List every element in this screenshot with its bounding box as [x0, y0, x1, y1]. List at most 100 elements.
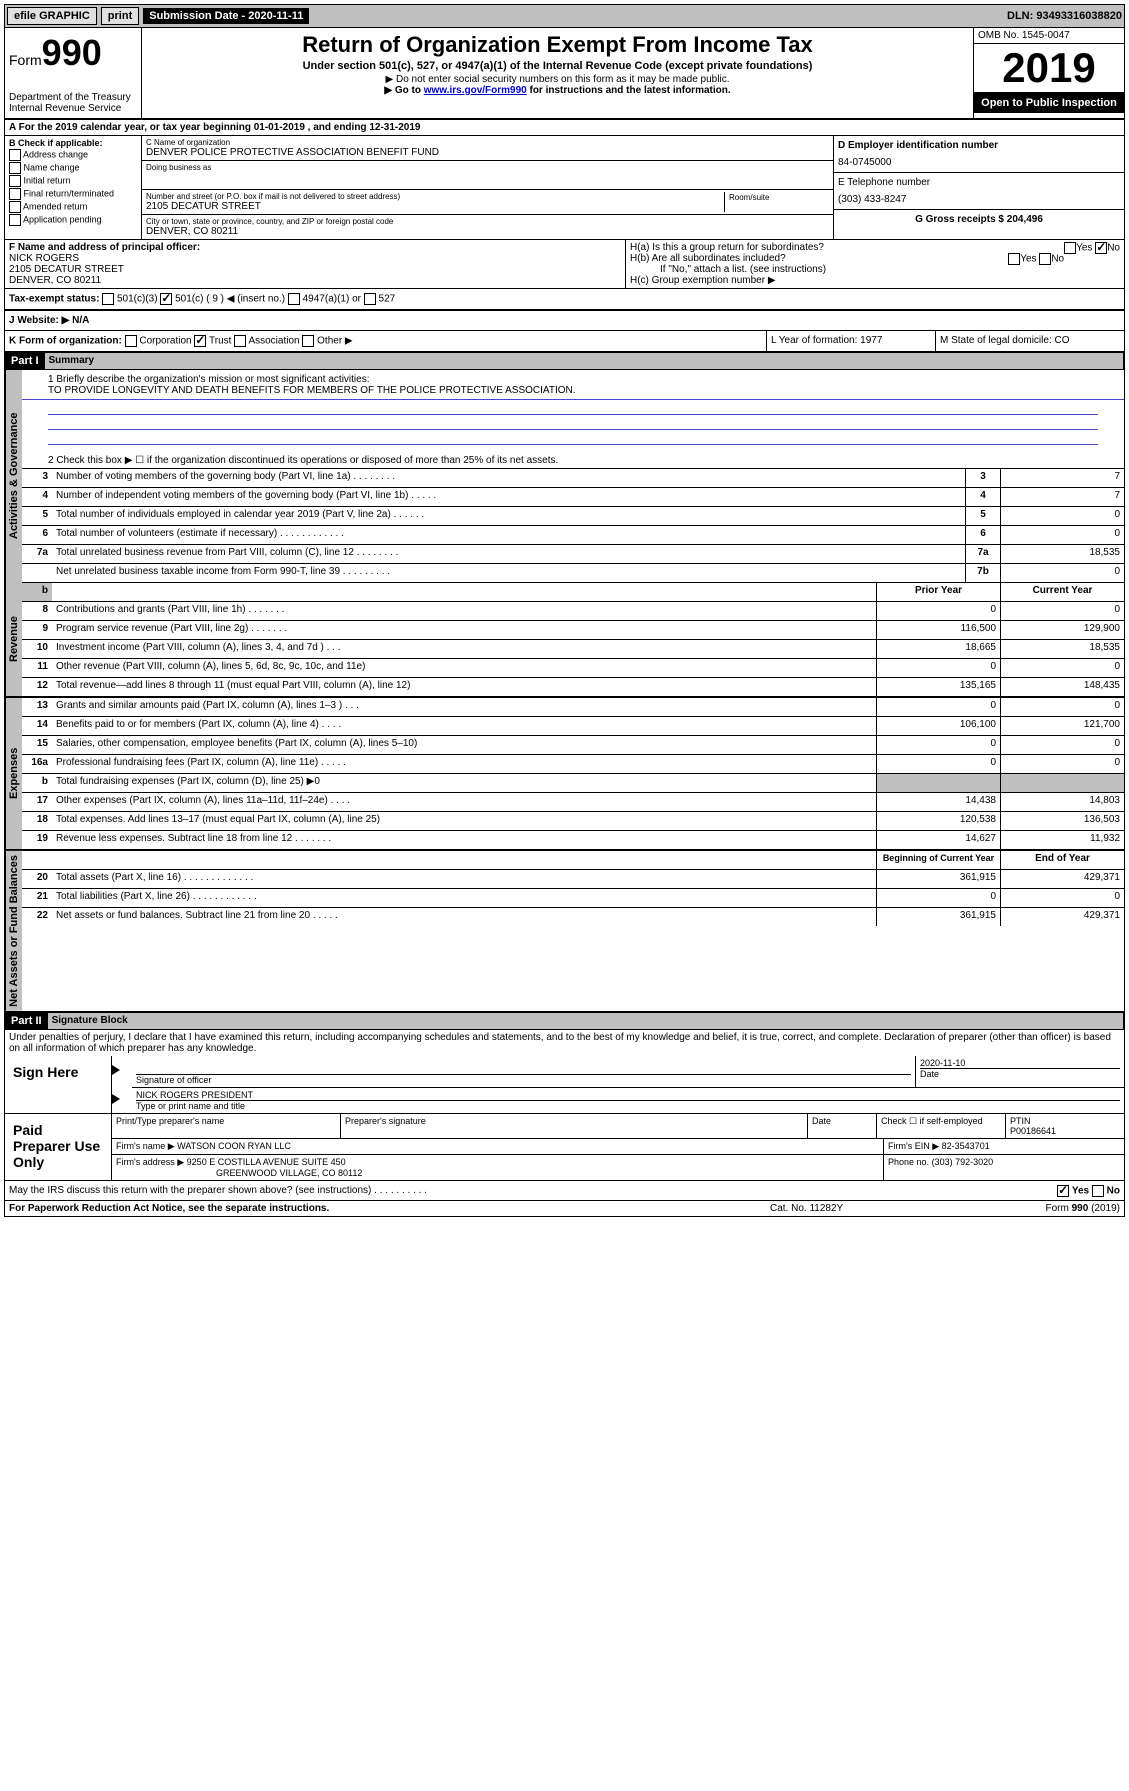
omb-number: OMB No. 1545-0047	[974, 28, 1124, 44]
table-row: 10 Investment income (Part VIII, column …	[22, 640, 1124, 659]
print-button[interactable]: print	[101, 7, 139, 25]
address-change-checkbox[interactable]	[9, 149, 21, 161]
tax-status-row: Tax-exempt status: 501(c)(3) 501(c) ( 9 …	[5, 289, 1124, 311]
firm-city: GREENWOOD VILLAGE, CO 80112	[116, 1168, 879, 1178]
table-row: 18 Total expenses. Add lines 13–17 (must…	[22, 812, 1124, 831]
form-container: efile GRAPHIC print Submission Date - 20…	[4, 4, 1125, 1217]
table-row: 13 Grants and similar amounts paid (Part…	[22, 698, 1124, 717]
sign-here-section: Sign Here Signature of officer 2020-11-1…	[5, 1056, 1124, 1114]
governance-label: Activities & Governance	[5, 370, 22, 582]
discuss-no-checkbox[interactable]	[1092, 1185, 1104, 1197]
discuss-yes-checkbox[interactable]	[1057, 1185, 1069, 1197]
firm-ein: 82-3543701	[942, 1141, 990, 1151]
table-row: 21 Total liabilities (Part X, line 26) .…	[22, 889, 1124, 908]
table-row: 8 Contributions and grants (Part VIII, l…	[22, 602, 1124, 621]
revenue-section: Revenue b Prior Year Current Year 8 Cont…	[5, 582, 1124, 698]
table-row: 17 Other expenses (Part IX, column (A), …	[22, 793, 1124, 812]
tax-year: 2019	[974, 44, 1124, 93]
sign-date: 2020-11-10	[920, 1058, 1120, 1068]
table-row: 19 Revenue less expenses. Subtract line …	[22, 831, 1124, 849]
note-2: ▶ Go to www.irs.gov/Form990 for instruct…	[146, 85, 969, 96]
website-row: J Website: ▶ N/A	[5, 311, 1124, 331]
phone: (303) 433-8247	[838, 194, 1120, 205]
501c-checkbox[interactable]	[160, 293, 172, 305]
other-checkbox[interactable]	[302, 335, 314, 347]
amended-return-checkbox[interactable]	[9, 201, 21, 213]
officer-name: NICK ROGERS	[9, 253, 621, 264]
assoc-checkbox[interactable]	[234, 335, 246, 347]
section-fh: F Name and address of principal officer:…	[5, 240, 1124, 289]
org-city: DENVER, CO 80211	[146, 226, 829, 237]
form-subtitle: Under section 501(c), 527, or 4947(a)(1)…	[146, 60, 969, 72]
expenses-section: Expenses 13 Grants and similar amounts p…	[5, 698, 1124, 851]
netassets-section: Net Assets or Fund Balances Beginning of…	[5, 851, 1124, 1013]
sign-here-label: Sign Here	[5, 1056, 112, 1113]
corp-checkbox[interactable]	[125, 335, 137, 347]
state-domicile: M State of legal domicile: CO	[935, 331, 1124, 351]
application-pending-checkbox[interactable]	[9, 214, 21, 226]
submission-date: Submission Date - 2020-11-11	[143, 8, 309, 24]
table-row: 3 Number of voting members of the govern…	[22, 468, 1124, 488]
revenue-label: Revenue	[5, 582, 22, 696]
year-formation: L Year of formation: 1977	[766, 331, 935, 351]
ein: 84-0745000	[838, 157, 1120, 168]
expenses-label: Expenses	[5, 698, 22, 849]
paperwork-notice: For Paperwork Reduction Act Notice, see …	[9, 1203, 770, 1214]
table-row: Net unrelated business taxable income fr…	[22, 564, 1124, 582]
row-a: A For the 2019 calendar year, or tax yea…	[5, 120, 1124, 136]
ha-no-checkbox[interactable]	[1095, 242, 1107, 254]
table-row: 14 Benefits paid to or for members (Part…	[22, 717, 1124, 736]
website-val: N/A	[72, 315, 89, 326]
gross-receipts: G Gross receipts $ 204,496	[838, 214, 1120, 225]
arrow-icon	[112, 1065, 120, 1075]
header-right: OMB No. 1545-0047 2019 Open to Public In…	[973, 28, 1124, 118]
header-left: Form990 Department of the Treasury Inter…	[5, 28, 142, 118]
header-center: Return of Organization Exempt From Incom…	[142, 28, 973, 118]
part1-header: Part I Summary	[5, 353, 1124, 370]
org-address: 2105 DECATUR STREET	[146, 201, 724, 212]
trust-checkbox[interactable]	[194, 335, 206, 347]
officer-print-name: NICK ROGERS PRESIDENT	[136, 1090, 1120, 1101]
netassets-label: Net Assets or Fund Balances	[5, 851, 22, 1011]
right-info: D Employer identification number 84-0745…	[833, 136, 1124, 239]
current-year-header: Current Year	[1000, 583, 1124, 601]
4947-checkbox[interactable]	[288, 293, 300, 305]
table-row: 6 Total number of volunteers (estimate i…	[22, 526, 1124, 545]
table-row: 5 Total number of individuals employed i…	[22, 507, 1124, 526]
dept-label: Department of the Treasury Internal Reve…	[9, 92, 137, 114]
header: Form990 Department of the Treasury Inter…	[5, 28, 1124, 120]
table-row: 20 Total assets (Part X, line 16) . . . …	[22, 870, 1124, 889]
paid-prep-label: Paid Preparer Use Only	[5, 1114, 112, 1180]
firm-phone: (303) 792-3020	[932, 1157, 994, 1167]
name-change-checkbox[interactable]	[9, 162, 21, 174]
governance-section: Activities & Governance 1 Briefly descri…	[5, 370, 1124, 582]
irs-link[interactable]: www.irs.gov/Form990	[424, 85, 527, 96]
table-row: 15 Salaries, other compensation, employe…	[22, 736, 1124, 755]
footer: For Paperwork Reduction Act Notice, see …	[5, 1200, 1124, 1216]
final-return-checkbox[interactable]	[9, 188, 21, 200]
hb-no-checkbox[interactable]	[1039, 253, 1051, 265]
end-header: End of Year	[1000, 851, 1124, 869]
501c3-checkbox[interactable]	[102, 293, 114, 305]
form-number: 990	[42, 32, 102, 73]
ha-yes-checkbox[interactable]	[1064, 242, 1076, 254]
hb-yes-checkbox[interactable]	[1008, 253, 1020, 265]
dln: DLN: 93493316038820	[1007, 10, 1122, 22]
table-row: 7a Total unrelated business revenue from…	[22, 545, 1124, 564]
org-name: DENVER POLICE PROTECTIVE ASSOCIATION BEN…	[146, 147, 829, 158]
efile-button[interactable]: efile GRAPHIC	[7, 7, 97, 25]
table-row: 16a Professional fundraising fees (Part …	[22, 755, 1124, 774]
table-row: 12 Total revenue—add lines 8 through 11 …	[22, 678, 1124, 696]
form-label: Form	[9, 52, 42, 68]
table-row: 9 Program service revenue (Part VIII, li…	[22, 621, 1124, 640]
527-checkbox[interactable]	[364, 293, 376, 305]
officer-addr: 2105 DECATUR STREET DENVER, CO 80211	[9, 264, 621, 286]
section-b: B Check if applicable: Address change Na…	[5, 136, 1124, 240]
prior-year-header: Prior Year	[876, 583, 1000, 601]
open-public: Open to Public Inspection	[974, 93, 1124, 113]
section-k: K Form of organization: Corporation Trus…	[5, 331, 1124, 353]
table-row: 22 Net assets or fund balances. Subtract…	[22, 908, 1124, 926]
initial-return-checkbox[interactable]	[9, 175, 21, 187]
arrow-icon	[112, 1094, 120, 1104]
table-row: 4 Number of independent voting members o…	[22, 488, 1124, 507]
